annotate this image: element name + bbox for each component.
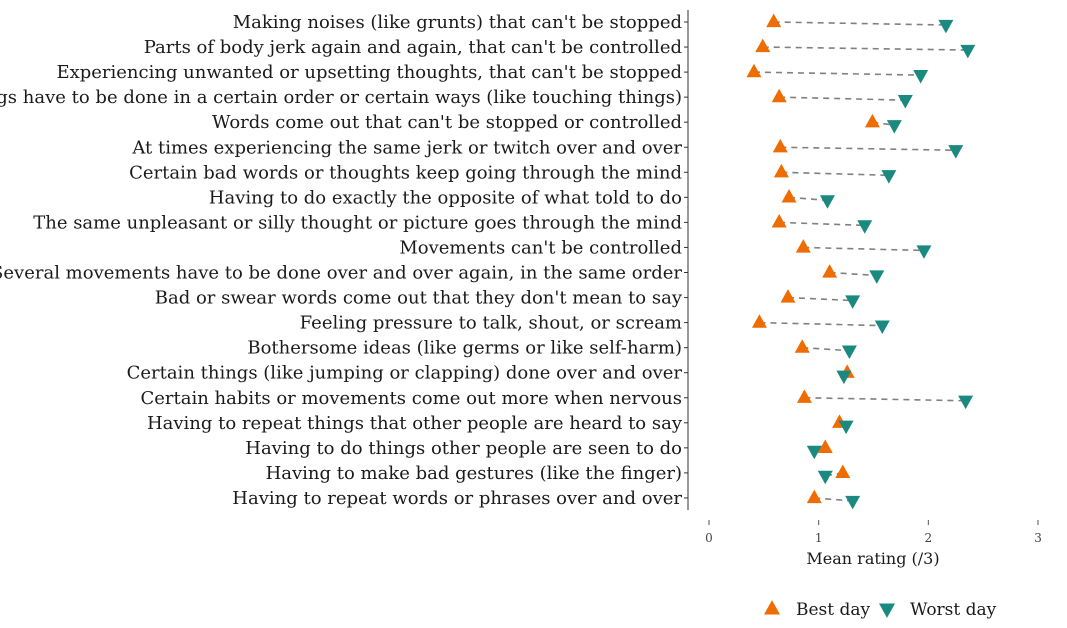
- category-label: Having to make bad gestures (like the fi…: [266, 463, 682, 484]
- connector-line: [803, 246, 924, 252]
- category-label: Movements can't be controlled: [399, 237, 682, 258]
- best-day-point: [817, 439, 833, 453]
- connector-line: [829, 271, 877, 277]
- worst-day-point: [948, 145, 964, 159]
- category-label: At times experiencing the same jerk or t…: [131, 137, 682, 158]
- connector-line: [780, 146, 956, 152]
- worst-day-point: [857, 220, 873, 234]
- x-axis: 0 1 2 3: [705, 520, 1042, 545]
- best-day-point: [796, 389, 812, 403]
- worst-day-point: [845, 295, 861, 309]
- worst-day-point: [916, 245, 932, 259]
- best-day-point: [771, 214, 787, 228]
- best-day-point: [864, 113, 880, 128]
- connector-line: [779, 96, 906, 101]
- connector-line: [787, 296, 853, 302]
- worst-day-point: [819, 195, 835, 209]
- x-axis-title: Mean rating (/3): [806, 549, 939, 568]
- worst-day-point: [845, 495, 861, 510]
- worst-day-point: [960, 44, 976, 59]
- legend-best-marker: [764, 600, 780, 615]
- best-day-point: [795, 239, 811, 253]
- worst-day-point: [869, 270, 885, 284]
- x-tick-label: 1: [815, 531, 823, 545]
- connector-line: [759, 321, 883, 327]
- x-tick-label: 2: [925, 531, 933, 545]
- category-label: Bothersome ideas (like germs or like sel…: [247, 338, 682, 359]
- legend: Best day Worst day: [764, 600, 997, 620]
- category-label: Experiencing unwanted or upsetting thoug…: [56, 62, 682, 83]
- best-day-point: [822, 264, 838, 278]
- worst-day-point: [886, 120, 902, 134]
- category-label: Bad or swear words come out that they do…: [155, 288, 683, 309]
- best-day-point: [835, 464, 851, 479]
- connector-line: [802, 346, 850, 352]
- legend-worst-label: Worst day: [910, 600, 997, 620]
- best-day-point: [772, 138, 788, 153]
- category-label: Having to do exactly the opposite of wha…: [209, 187, 682, 208]
- category-label: Certain bad words or thoughts keep going…: [129, 162, 682, 183]
- worst-day-point: [836, 370, 852, 385]
- worst-day-point: [958, 395, 974, 410]
- category-label: Words come out that can't be stopped or …: [212, 112, 682, 133]
- worst-day-point: [874, 320, 890, 334]
- connector-line: [773, 21, 946, 26]
- category-label: Having to repeat things that other peopl…: [147, 413, 683, 434]
- worst-day-point: [881, 170, 897, 184]
- best-day-point: [780, 289, 796, 303]
- best-day-point: [771, 88, 787, 103]
- best-day-point: [755, 38, 771, 53]
- connector-line: [781, 171, 889, 177]
- category-label: Making noises (like grunts) that can't b…: [233, 12, 682, 33]
- best-day-point: [751, 314, 767, 328]
- category-label: Having to repeat words or phrases over a…: [232, 488, 682, 509]
- best-day-point: [781, 188, 797, 203]
- x-tick-label: 3: [1034, 531, 1042, 545]
- best-day-point: [794, 339, 810, 353]
- worst-day-point: [938, 19, 954, 34]
- category-label: Parts of body jerk again and again, that…: [144, 37, 682, 58]
- worst-day-point: [913, 69, 929, 84]
- category-labels: Making noises (like grunts) that can't b…: [0, 12, 688, 509]
- category-label: Things have to be done in a certain orde…: [0, 87, 682, 108]
- connector-line: [804, 396, 966, 402]
- plot-area: [746, 13, 976, 510]
- best-day-point: [746, 63, 762, 78]
- category-label: Having to do things other people are see…: [245, 438, 682, 459]
- connector-line: [779, 221, 865, 227]
- best-day-point: [773, 163, 789, 178]
- category-label: The same unpleasant or silly thought or …: [33, 212, 682, 233]
- worst-day-point: [806, 445, 822, 460]
- worst-day-point: [838, 420, 854, 435]
- category-label: Certain things (like jumping or clapping…: [127, 363, 683, 384]
- category-label: Feeling pressure to talk, shout, or scre…: [300, 313, 682, 334]
- worst-day-point: [897, 95, 913, 109]
- legend-best-label: Best day: [796, 600, 871, 620]
- worst-day-point: [817, 470, 833, 485]
- category-label: Certain habits or movements come out mor…: [140, 388, 682, 409]
- connector-line: [753, 71, 921, 76]
- x-tick-label: 0: [705, 531, 713, 545]
- worst-day-point: [841, 345, 857, 360]
- category-label: Several movements have to be done over a…: [0, 263, 682, 284]
- connector-line: [762, 46, 968, 51]
- best-day-point: [766, 13, 782, 28]
- legend-worst-marker: [879, 603, 895, 618]
- best-day-point: [806, 489, 822, 504]
